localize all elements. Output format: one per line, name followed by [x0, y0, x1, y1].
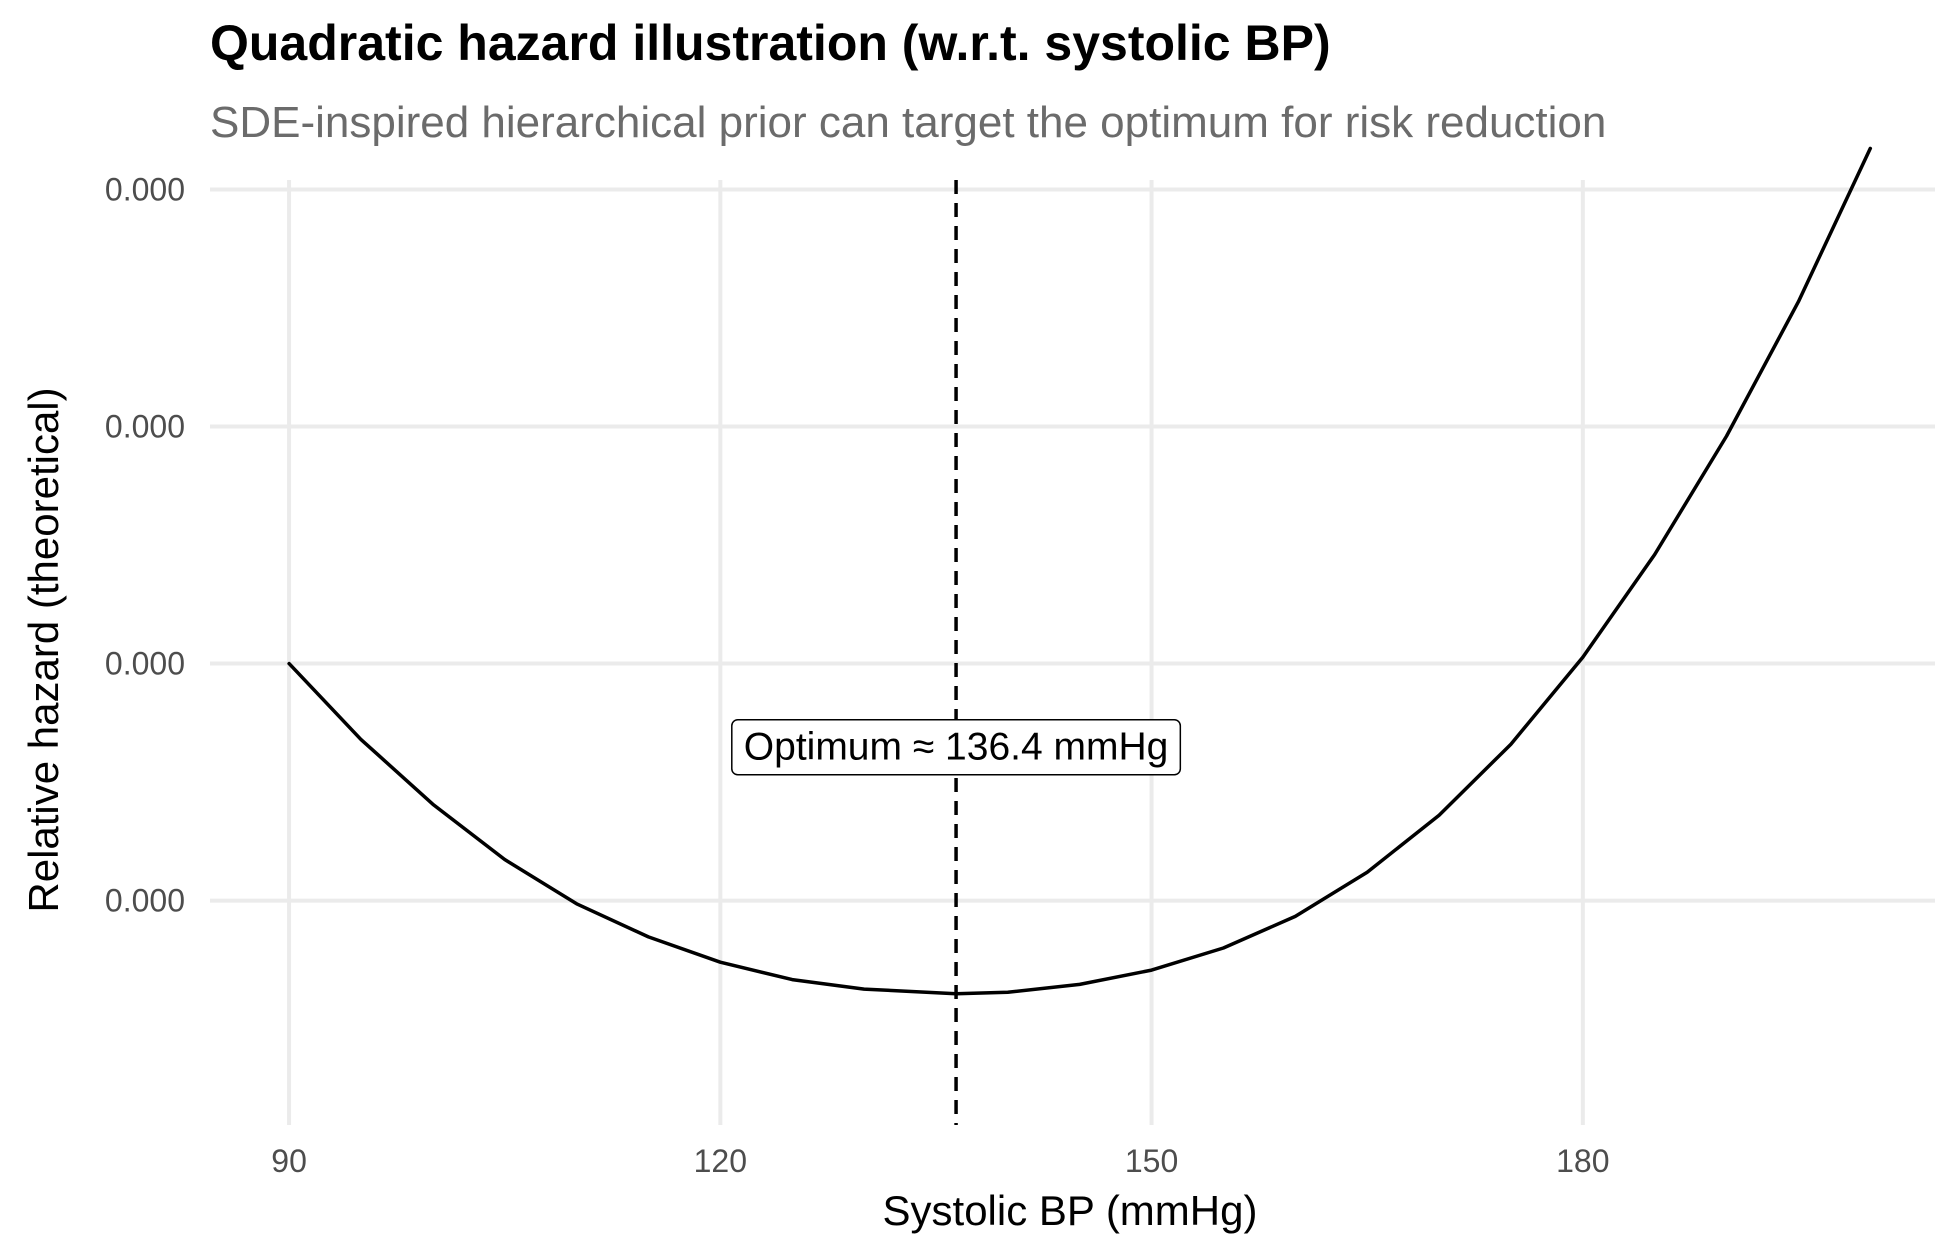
y-tick-label: 0.000	[105, 409, 185, 445]
chart-subtitle: SDE-inspired hierarchical prior can targ…	[210, 98, 1607, 147]
x-tick-label: 120	[694, 1143, 747, 1179]
y-axis-title: Relative hazard (theoretical)	[20, 387, 67, 912]
x-tick-label: 150	[1125, 1143, 1178, 1179]
chart-title: Quadratic hazard illustration (w.r.t. sy…	[210, 15, 1331, 71]
x-tick-label: 90	[271, 1143, 307, 1179]
annotation-label: Optimum ≈ 136.4 mmHg	[744, 726, 1169, 769]
x-tick-label: 180	[1556, 1143, 1609, 1179]
y-tick-label: 0.000	[105, 646, 185, 682]
x-axis-ticks: 90 120 150 180	[271, 1143, 1609, 1179]
y-tick-label: 0.000	[105, 171, 185, 207]
x-axis-title: Systolic BP (mmHg)	[883, 1187, 1258, 1234]
optimum-annotation: Optimum ≈ 136.4 mmHg	[731, 718, 1182, 776]
gridlines	[210, 180, 1935, 1125]
y-tick-label: 0.000	[105, 883, 185, 919]
y-axis-ticks: 0.000 0.000 0.000 0.000	[105, 171, 185, 918]
annotation-box	[731, 718, 1182, 776]
hazard-curve-line	[287, 146, 1873, 996]
hazard-curve-layer	[287, 146, 1873, 996]
